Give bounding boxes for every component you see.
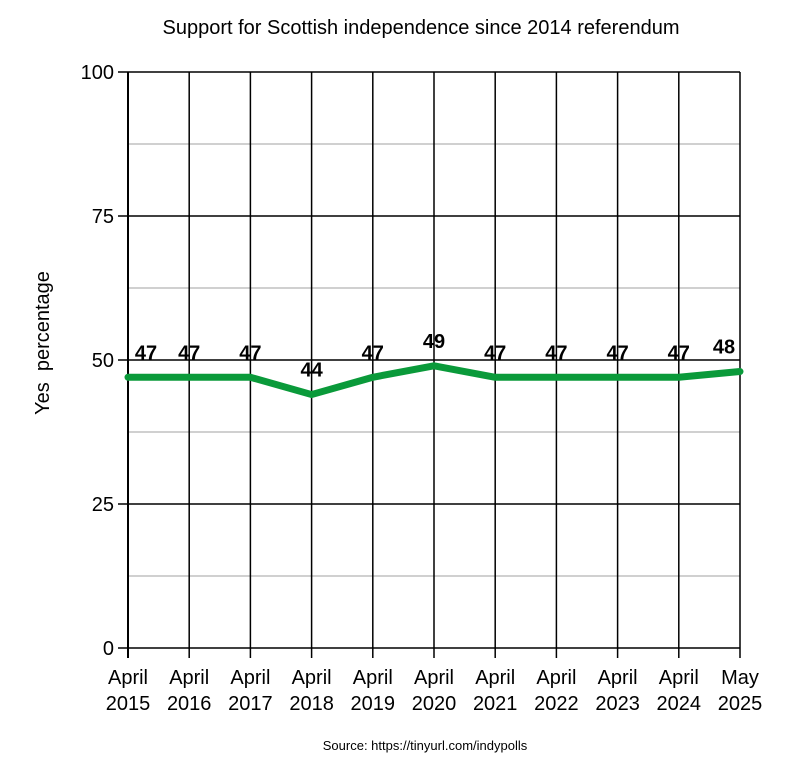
x-tick-label: April bbox=[598, 667, 638, 689]
y-tick-label: 0 bbox=[103, 638, 114, 660]
x-tick-label: April bbox=[169, 667, 209, 689]
x-tick-label: 2025 bbox=[718, 693, 763, 715]
x-tick-label: 2023 bbox=[595, 693, 640, 715]
x-tick-label: 2019 bbox=[351, 693, 396, 715]
x-tick-label: 2015 bbox=[106, 693, 151, 715]
data-label: 47 bbox=[668, 342, 690, 364]
x-tick-label: April bbox=[475, 667, 515, 689]
y-axis-label: Yes percentage bbox=[32, 271, 54, 415]
source-note: Source: https://tinyurl.com/indypolls bbox=[323, 738, 528, 753]
x-tick-label: April bbox=[108, 667, 148, 689]
x-tick-label: 2016 bbox=[167, 693, 212, 715]
y-tick-label: 50 bbox=[92, 350, 114, 372]
x-tick-label: 2024 bbox=[657, 693, 702, 715]
chart-title: Support for Scottish independence since … bbox=[162, 17, 679, 39]
y-tick-label: 100 bbox=[81, 62, 114, 84]
data-label: 47 bbox=[178, 342, 200, 364]
data-label: 49 bbox=[423, 331, 445, 353]
x-tick-label: 2021 bbox=[473, 693, 518, 715]
data-label: 48 bbox=[713, 337, 735, 359]
x-tick-label: 2017 bbox=[228, 693, 273, 715]
x-tick-label: 2022 bbox=[534, 693, 579, 715]
x-tick-label: April bbox=[536, 667, 576, 689]
data-label: 47 bbox=[239, 342, 261, 364]
y-tick-label: 25 bbox=[92, 494, 114, 516]
data-label: 47 bbox=[606, 342, 628, 364]
data-label: 47 bbox=[545, 342, 567, 364]
data-label: 47 bbox=[484, 342, 506, 364]
data-label: 47 bbox=[362, 342, 384, 364]
x-tick-label: 2018 bbox=[289, 693, 334, 715]
x-tick-label: April bbox=[292, 667, 332, 689]
x-tick-label: 2020 bbox=[412, 693, 457, 715]
data-label: 47 bbox=[135, 342, 157, 364]
x-tick-label: April bbox=[230, 667, 270, 689]
x-tick-label: April bbox=[659, 667, 699, 689]
y-tick-label: 75 bbox=[92, 206, 114, 228]
x-tick-label: April bbox=[414, 667, 454, 689]
data-label: 44 bbox=[300, 360, 323, 382]
x-tick-label: May bbox=[721, 667, 759, 689]
x-tick-label: April bbox=[353, 667, 393, 689]
